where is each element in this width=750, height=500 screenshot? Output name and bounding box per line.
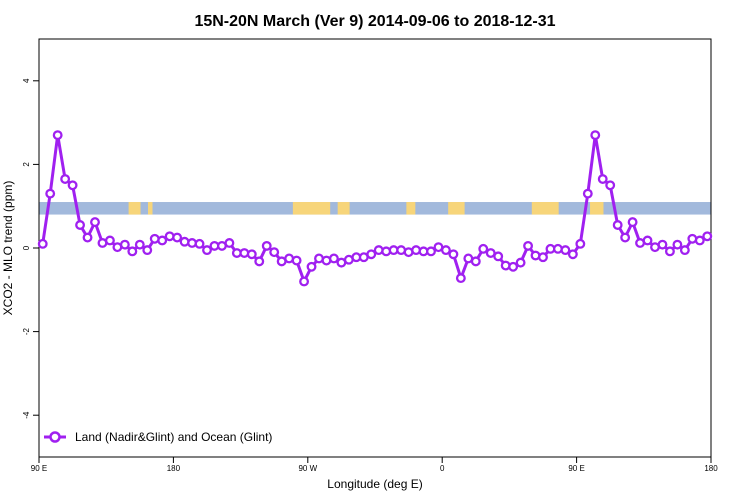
data-point	[552, 243, 563, 254]
data-point	[164, 231, 175, 242]
data-point	[52, 130, 63, 141]
data-point	[538, 252, 548, 263]
data-point	[440, 245, 451, 256]
data-point	[597, 174, 608, 184]
legend: Land (Nadir&Glint) and Ocean (Glint)	[44, 430, 272, 444]
data-point	[411, 245, 422, 256]
data-point	[179, 236, 190, 247]
chart-title: 15N-20N March (Ver 9) 2014-09-06 to 2018…	[194, 13, 555, 30]
data-point	[328, 253, 339, 264]
land-band-2	[292, 202, 331, 215]
data-point	[157, 235, 168, 246]
data-point	[679, 245, 690, 256]
data-point	[590, 130, 601, 141]
data-point	[172, 232, 183, 243]
series-layer	[37, 130, 713, 287]
data-point	[582, 188, 593, 199]
x-axis: 90 E 180 90 W 0 90 E 180	[31, 457, 718, 473]
data-point	[142, 245, 153, 256]
data-point	[642, 235, 653, 246]
map-band	[39, 202, 711, 215]
x-tick-label: 180	[704, 464, 718, 473]
data-point	[261, 240, 272, 251]
data-point	[127, 246, 138, 257]
land-band-6	[531, 202, 559, 215]
data-point	[291, 255, 302, 266]
data-point	[134, 239, 145, 250]
land-band-7	[590, 202, 604, 215]
data-point	[478, 243, 489, 254]
data-point	[485, 248, 496, 258]
data-point	[306, 261, 317, 272]
land-band-0	[128, 202, 141, 215]
y-tick-label: -2	[22, 327, 31, 335]
land-band-5	[448, 202, 465, 215]
data-point	[194, 238, 205, 249]
data-point	[373, 245, 384, 256]
data-point	[366, 249, 377, 260]
data-point	[75, 220, 86, 230]
data-point	[448, 249, 459, 260]
data-point	[104, 235, 115, 246]
data-point	[90, 217, 100, 228]
data-point	[381, 246, 392, 257]
data-point	[493, 251, 504, 262]
land-band-4	[406, 202, 416, 215]
y-tick-label: 4	[22, 78, 31, 83]
data-point	[567, 249, 578, 260]
data-point	[37, 238, 48, 249]
data-point	[82, 232, 93, 243]
data-point	[299, 276, 310, 287]
data-point	[60, 174, 71, 184]
legend-marker-sample	[49, 431, 61, 443]
data-point	[455, 273, 466, 284]
data-point	[515, 257, 526, 268]
x-tick-label: 90 E	[31, 464, 47, 473]
y-tick-label: 2	[22, 162, 31, 167]
data-point	[627, 217, 638, 228]
y-tick-label: -4	[22, 411, 31, 419]
data-point	[657, 239, 668, 250]
data-point	[470, 256, 481, 267]
data-point	[560, 245, 571, 256]
legend-label: Land (Nadir&Glint) and Ocean (Glint)	[75, 430, 272, 444]
y-axis: -4 -2 0 2 4	[22, 78, 39, 419]
data-point	[508, 261, 519, 272]
data-point	[67, 180, 78, 191]
data-point	[612, 220, 623, 230]
data-point	[224, 238, 235, 248]
land-band-1	[148, 202, 153, 215]
data-point	[254, 256, 265, 267]
data-point	[575, 238, 586, 249]
x-tick-label: 90 E	[568, 464, 584, 473]
data-point	[426, 246, 436, 257]
data-point	[702, 231, 713, 242]
data-point	[45, 188, 56, 199]
data-point	[523, 240, 534, 251]
x-axis-label: Longitude (deg E)	[327, 477, 422, 491]
data-point	[672, 239, 683, 250]
data-point	[246, 249, 257, 260]
data-point	[119, 239, 130, 250]
data-point	[664, 246, 675, 257]
data-point	[269, 247, 280, 258]
x-tick-label: 180	[167, 464, 181, 473]
y-axis-label: XCO2 - MLO trend (ppm)	[1, 181, 15, 316]
data-point	[605, 180, 616, 191]
data-point	[202, 245, 212, 256]
data-point	[620, 232, 631, 243]
data-point	[694, 235, 705, 246]
data-point	[239, 248, 250, 258]
land-band-3	[337, 202, 350, 215]
y-tick-label: 0	[22, 245, 31, 250]
data-point	[500, 260, 511, 271]
x-tick-label: 0	[440, 464, 445, 473]
x-tick-label: 90 W	[298, 464, 317, 473]
